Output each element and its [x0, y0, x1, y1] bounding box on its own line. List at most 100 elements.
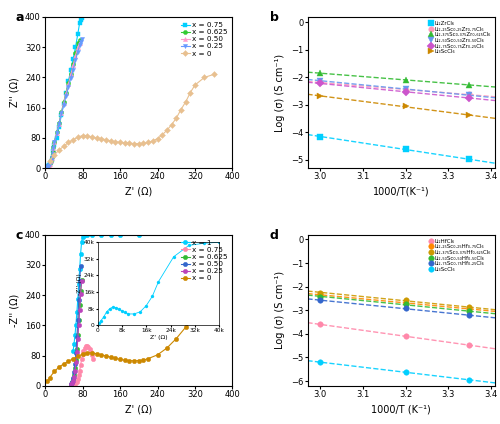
Li₃ScCl₆	[402, 104, 408, 109]
Li₂.₃₇₅Sc₀.₃₇₅Hf₀.₆₂₅Cl₆	[466, 305, 472, 310]
x = 0.75	[80, 349, 86, 354]
x = 0.625	[56, 120, 62, 126]
x = 0.25	[48, 159, 54, 164]
x = 0.75	[44, 165, 50, 170]
Line: x = 0.75: x = 0.75	[73, 343, 95, 386]
x = 0.625	[73, 357, 79, 363]
x = 0	[182, 325, 188, 330]
x = 1	[78, 240, 84, 245]
x = 0.625	[68, 382, 74, 387]
x = 0	[52, 369, 58, 374]
Li₂.₂₅Sc₀.₂₅Zr₀.₇₅Cl₆	[402, 87, 408, 92]
x = 0	[84, 350, 90, 355]
x = 0.25	[70, 378, 76, 383]
x = 0	[131, 358, 137, 363]
Line: Li₂.₅₀Sc₀.₅₀Zr₀.₅₀Cl₆: Li₂.₅₀Sc₀.₅₀Zr₀.₅₀Cl₆	[318, 78, 472, 98]
x = 0.625	[70, 377, 76, 382]
x = 0	[61, 361, 67, 366]
x = 0	[136, 358, 142, 363]
Li₂.₅₀Sc₀.₅₀Zr₀.₅₀Cl₆	[318, 78, 324, 83]
x = 0	[192, 82, 198, 87]
x = 0.625	[75, 41, 81, 46]
x = 0.625	[76, 302, 82, 307]
x = 1	[108, 233, 114, 238]
x = 1	[89, 233, 95, 238]
x = 0	[150, 138, 156, 143]
Li₂.₂₅Sc₀.₂₅Zr₀.₇₅Cl₆	[466, 92, 472, 97]
Line: x = 0.50: x = 0.50	[44, 41, 82, 170]
Line: x = 0.625: x = 0.625	[68, 278, 84, 386]
x = 0	[108, 354, 114, 360]
x = 0.75	[48, 157, 54, 162]
Li₂.₇₅Sc₀.₇₅Zr₀.₂₅Cl₆	[466, 95, 472, 100]
x = 0	[44, 379, 51, 384]
x = 0.25	[72, 58, 78, 63]
Y-axis label: Z'' (Ω): Z'' (Ω)	[10, 78, 20, 107]
Legend: x = 0.75, x = 0.625, x = 0.50, x = 0.25, x = 0: x = 0.75, x = 0.625, x = 0.50, x = 0.25,…	[180, 21, 229, 58]
x = 0	[168, 122, 174, 127]
Line: x = 0.75: x = 0.75	[44, 16, 84, 170]
x = 0.625	[78, 288, 84, 293]
x = 0.75	[74, 379, 80, 385]
x = 0.75	[56, 124, 62, 129]
x = 0	[122, 357, 128, 363]
Li₂.₅₀Sc₀.₅₀Zr₀.₅₀Cl₆	[402, 86, 408, 92]
x = 0	[89, 134, 95, 139]
x = 1	[75, 296, 81, 301]
x = 0.625	[69, 379, 75, 385]
Li₂ZrCl₆	[466, 157, 472, 162]
x = 0.75	[45, 164, 51, 169]
x = 0	[126, 141, 132, 146]
x = 0.625	[72, 366, 78, 371]
x = 0.25	[78, 36, 84, 42]
Li₃ScCl₆	[466, 113, 472, 118]
x = 0.75	[86, 346, 92, 351]
x = 1	[84, 233, 90, 238]
x = 0.50	[76, 297, 82, 302]
X-axis label: Z' (Ω): Z' (Ω)	[125, 187, 152, 197]
Text: d: d	[270, 229, 279, 242]
Line: Li₂.₇₅Sc₀.₇₅Hf₀.₂₅Cl₆: Li₂.₇₅Sc₀.₇₅Hf₀.₂₅Cl₆	[318, 298, 472, 318]
x = 0	[98, 352, 104, 357]
Li₂.₃₇₅Sc₀.₃₇₅Zr₀.₆₂₅Cl₆	[318, 71, 324, 76]
x = 0.50	[78, 263, 84, 268]
x = 0.50	[74, 335, 80, 340]
x = 0.625	[48, 158, 54, 163]
x = 0.25	[70, 67, 76, 73]
x = 0.25	[75, 49, 81, 54]
x = 0.75	[78, 17, 84, 22]
x = 0	[98, 136, 104, 141]
x = 0.50	[75, 317, 81, 322]
x = 0.75	[88, 349, 94, 354]
x = 0.50	[58, 111, 64, 116]
x = 0.25	[76, 43, 82, 48]
x = 0	[56, 364, 62, 369]
x = 0.75	[83, 343, 89, 349]
x = 0	[145, 140, 151, 145]
Line: x = 0.25: x = 0.25	[68, 279, 84, 386]
x = 0.25	[43, 165, 49, 170]
x = 0.25	[45, 164, 51, 169]
x = 0.25	[73, 360, 79, 365]
Text: b: b	[270, 11, 279, 24]
x = 0	[66, 140, 71, 145]
Li₂.₇₅Sc₀.₇₅Hf₀.₂₅Cl₆	[318, 298, 324, 303]
x = 0.50	[45, 164, 51, 169]
x = 1	[76, 266, 82, 271]
x = 0	[56, 148, 62, 153]
x = 0.50	[50, 146, 56, 151]
x = 0.50	[43, 165, 49, 170]
x = 0	[126, 358, 132, 363]
x = 0.625	[44, 165, 50, 170]
Line: Li₂.₂₅Sc₀.₂₅Zr₀.₇₅Cl₆: Li₂.₂₅Sc₀.₂₅Zr₀.₇₅Cl₆	[318, 80, 472, 97]
x = 0.50	[73, 350, 79, 355]
x = 0	[70, 137, 76, 142]
x = 0.75	[63, 90, 69, 95]
x = 0.50	[61, 100, 67, 106]
x = 0.625	[48, 154, 54, 159]
x = 0.625	[70, 61, 76, 67]
x = 0.25	[46, 163, 52, 168]
x = 0.75	[61, 101, 67, 106]
x = 0	[117, 357, 123, 362]
x = 0.75	[46, 164, 52, 169]
